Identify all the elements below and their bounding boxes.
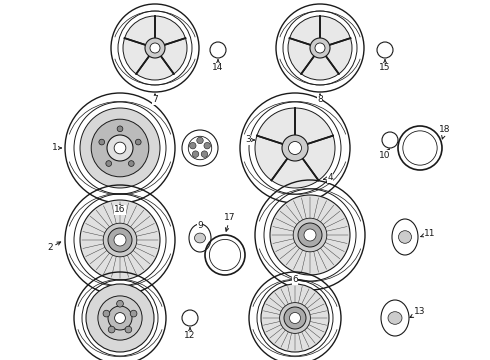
- Circle shape: [284, 307, 306, 329]
- Circle shape: [150, 43, 160, 53]
- Circle shape: [98, 296, 142, 340]
- Circle shape: [86, 284, 154, 352]
- Text: 7: 7: [152, 94, 158, 104]
- Circle shape: [192, 151, 199, 157]
- Circle shape: [108, 228, 132, 252]
- Text: 15: 15: [379, 60, 391, 72]
- Circle shape: [103, 310, 110, 317]
- Circle shape: [289, 141, 301, 154]
- Circle shape: [91, 119, 149, 177]
- Circle shape: [190, 143, 196, 149]
- Text: 5: 5: [0, 359, 1, 360]
- Circle shape: [197, 137, 203, 144]
- Circle shape: [255, 108, 335, 188]
- Text: 11: 11: [421, 229, 436, 238]
- Circle shape: [114, 234, 126, 246]
- Text: 17: 17: [224, 213, 236, 231]
- Text: 6: 6: [292, 275, 298, 284]
- Circle shape: [123, 16, 187, 80]
- Circle shape: [315, 43, 325, 53]
- Circle shape: [108, 326, 115, 333]
- Circle shape: [290, 312, 300, 324]
- Text: 13: 13: [410, 307, 426, 318]
- Text: 12: 12: [184, 328, 196, 341]
- Circle shape: [108, 306, 132, 330]
- Circle shape: [117, 126, 123, 132]
- Circle shape: [114, 142, 126, 154]
- Circle shape: [117, 300, 123, 307]
- Circle shape: [293, 218, 327, 252]
- Circle shape: [107, 135, 133, 161]
- Text: 10: 10: [379, 149, 391, 159]
- Circle shape: [125, 326, 132, 333]
- Circle shape: [80, 108, 160, 188]
- Circle shape: [99, 139, 104, 145]
- Circle shape: [298, 223, 322, 247]
- Text: 1: 1: [52, 144, 61, 153]
- Text: 18: 18: [439, 126, 451, 139]
- Circle shape: [80, 200, 160, 280]
- Circle shape: [128, 161, 134, 166]
- Text: 8: 8: [317, 94, 323, 104]
- Circle shape: [145, 38, 165, 58]
- Text: 4: 4: [323, 174, 333, 183]
- Circle shape: [282, 135, 308, 161]
- Circle shape: [201, 151, 208, 157]
- Circle shape: [270, 195, 350, 275]
- Text: 14: 14: [212, 60, 224, 72]
- Circle shape: [261, 284, 329, 352]
- Circle shape: [106, 161, 112, 166]
- Circle shape: [280, 303, 310, 333]
- Ellipse shape: [388, 312, 402, 324]
- Circle shape: [310, 38, 330, 58]
- Circle shape: [288, 16, 352, 80]
- Circle shape: [115, 312, 125, 323]
- Circle shape: [103, 223, 137, 257]
- Text: 16: 16: [114, 205, 126, 215]
- Circle shape: [304, 229, 316, 241]
- Circle shape: [204, 143, 210, 149]
- Text: 2: 2: [47, 242, 61, 252]
- Ellipse shape: [195, 233, 205, 243]
- Circle shape: [130, 310, 137, 317]
- Text: 9: 9: [197, 220, 203, 230]
- Circle shape: [135, 139, 141, 145]
- Text: 3: 3: [245, 135, 254, 144]
- Ellipse shape: [398, 231, 412, 243]
